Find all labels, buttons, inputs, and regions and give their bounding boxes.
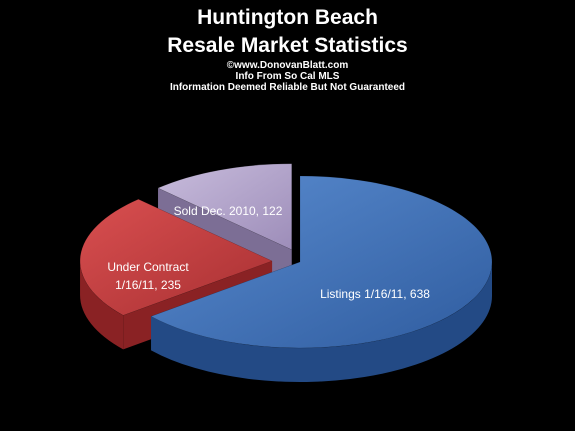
- chart-title-line1: Huntington Beach: [197, 6, 378, 29]
- chart-header: Huntington Beach Resale Market Statistic…: [0, 4, 575, 93]
- pie-slice-0: [150, 175, 493, 349]
- source-line: Info From So Cal MLS: [235, 71, 340, 82]
- pie-slice-side-0-0: [151, 262, 492, 382]
- credit-line: ©www.DonovanBlatt.com: [226, 60, 349, 71]
- chart-title-line2: Resale Market Statistics: [167, 34, 408, 57]
- pie-slice-side-1-0: [80, 261, 124, 350]
- pie-label-0: Listings 1/16/11, 638: [320, 287, 430, 301]
- disclaimer-line: Information Deemed Reliable But Not Guar…: [169, 82, 406, 93]
- pie-label-layer: Listings 1/16/11, 638 Under Contract 1/16/…: [107, 204, 430, 301]
- pie-top-layer: [79, 163, 493, 349]
- pie-label-2: Sold Dec. 2010, 122: [174, 204, 283, 218]
- pie-label-1: Under Contract 1/16/11, 235: [107, 260, 189, 292]
- pie-slice-2: [157, 163, 292, 251]
- pie-slice-1: [79, 199, 273, 316]
